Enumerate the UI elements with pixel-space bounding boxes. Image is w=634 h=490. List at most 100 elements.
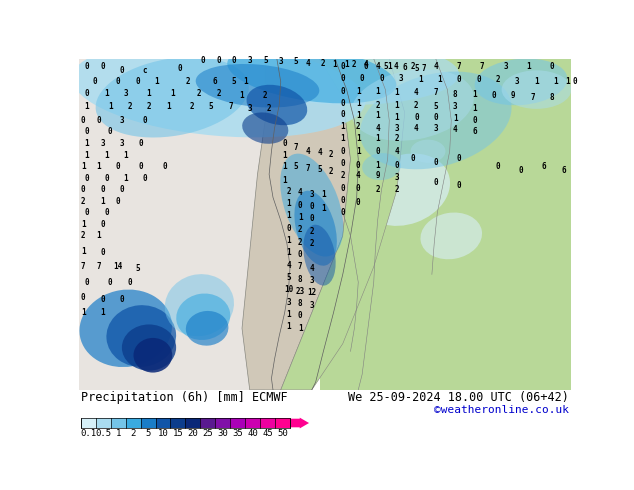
Text: 1: 1 [286, 322, 291, 331]
Text: 2: 2 [131, 429, 136, 438]
Bar [171, 417, 185, 428]
Text: 0: 0 [476, 75, 481, 84]
Text: 0: 0 [85, 208, 89, 217]
Text: 7: 7 [96, 262, 101, 271]
Text: 1: 1 [81, 247, 86, 256]
Ellipse shape [501, 71, 571, 109]
Text: 1: 1 [286, 310, 291, 319]
Text: 0: 0 [232, 56, 236, 65]
Text: 2: 2 [263, 91, 268, 100]
Ellipse shape [247, 85, 307, 125]
Ellipse shape [294, 191, 337, 266]
Text: 0: 0 [573, 77, 578, 86]
Text: 0: 0 [85, 89, 89, 98]
Text: 0: 0 [96, 116, 101, 125]
Ellipse shape [134, 338, 172, 372]
Text: Precipitation (6h) [mm] ECMWF: Precipitation (6h) [mm] ECMWF [81, 392, 287, 404]
Text: 3: 3 [124, 89, 128, 98]
Text: 2: 2 [185, 77, 190, 86]
Text: 7: 7 [306, 164, 310, 172]
Text: 0: 0 [472, 116, 477, 125]
Text: 3: 3 [100, 139, 105, 148]
Text: 0: 0 [395, 161, 399, 170]
Text: 7: 7 [294, 143, 299, 152]
Text: 0: 0 [81, 293, 86, 302]
Text: 5: 5 [209, 102, 213, 111]
Bar [275, 417, 290, 428]
Text: 4: 4 [356, 172, 361, 180]
Text: 15: 15 [172, 429, 183, 438]
Ellipse shape [360, 72, 512, 169]
Text: 0: 0 [340, 110, 345, 119]
Text: 3: 3 [309, 190, 314, 199]
Text: 0: 0 [410, 154, 415, 163]
Text: 2: 2 [146, 102, 152, 111]
Text: 0: 0 [364, 62, 368, 71]
Text: 5: 5 [294, 162, 299, 171]
Text: 1: 1 [96, 231, 101, 241]
Text: 2: 2 [309, 239, 314, 248]
Text: 7: 7 [422, 64, 427, 73]
Text: 0: 0 [356, 184, 361, 193]
Ellipse shape [107, 305, 176, 367]
Text: 1: 1 [85, 102, 89, 111]
Ellipse shape [227, 45, 396, 103]
Text: 1: 1 [81, 220, 86, 229]
Text: 2: 2 [216, 89, 221, 98]
Text: 0: 0 [519, 166, 523, 175]
Text: 1: 1 [286, 211, 291, 220]
Text: 0: 0 [434, 158, 438, 167]
Text: 35: 35 [233, 429, 243, 438]
Text: 0: 0 [115, 162, 120, 171]
Ellipse shape [242, 44, 459, 105]
Text: 3: 3 [395, 123, 399, 133]
Text: 0: 0 [100, 220, 105, 229]
Ellipse shape [79, 290, 172, 367]
Text: 4: 4 [306, 59, 310, 68]
Text: 4: 4 [393, 62, 398, 71]
Text: 0: 0 [356, 161, 361, 170]
Text: 4: 4 [286, 261, 291, 270]
Polygon shape [281, 59, 404, 390]
Text: 5: 5 [294, 57, 299, 66]
Text: 1: 1 [395, 100, 399, 109]
Text: 0: 0 [108, 127, 113, 136]
Text: 1: 1 [282, 150, 287, 160]
Text: 1: 1 [321, 204, 326, 213]
Ellipse shape [303, 225, 335, 286]
Text: 1: 1 [286, 248, 291, 257]
Text: 0: 0 [434, 177, 438, 187]
Text: 0: 0 [340, 147, 345, 156]
Text: 7: 7 [228, 102, 233, 111]
Text: 0: 0 [100, 294, 105, 303]
Text: 0: 0 [298, 200, 302, 210]
Text: 0: 0 [85, 127, 89, 136]
Text: 0: 0 [100, 62, 105, 71]
Text: 0: 0 [340, 74, 345, 82]
Text: 2: 2 [298, 238, 302, 246]
Text: 1: 1 [395, 113, 399, 122]
Text: 0: 0 [120, 294, 124, 303]
Text: 5: 5 [263, 56, 268, 65]
Text: 3: 3 [247, 56, 252, 65]
Text: 2: 2 [375, 100, 380, 109]
Text: 5: 5 [135, 264, 139, 273]
Text: 5: 5 [383, 62, 387, 71]
Text: 2: 2 [414, 100, 418, 109]
Text: 0: 0 [104, 208, 108, 217]
Text: 1: 1 [356, 147, 361, 156]
Text: 2: 2 [329, 150, 333, 159]
Text: 2: 2 [267, 103, 271, 113]
Ellipse shape [475, 58, 567, 105]
Text: 23: 23 [295, 287, 305, 296]
Bar [126, 417, 141, 428]
Text: 1: 1 [100, 308, 105, 318]
Text: 3: 3 [309, 301, 314, 310]
Text: 1: 1 [375, 134, 380, 144]
Text: 7: 7 [298, 262, 302, 271]
FancyArrow shape [290, 417, 309, 428]
Text: 1: 1 [146, 89, 152, 98]
Text: 0: 0 [360, 74, 365, 82]
Bar [96, 417, 111, 428]
FancyBboxPatch shape [79, 59, 265, 390]
